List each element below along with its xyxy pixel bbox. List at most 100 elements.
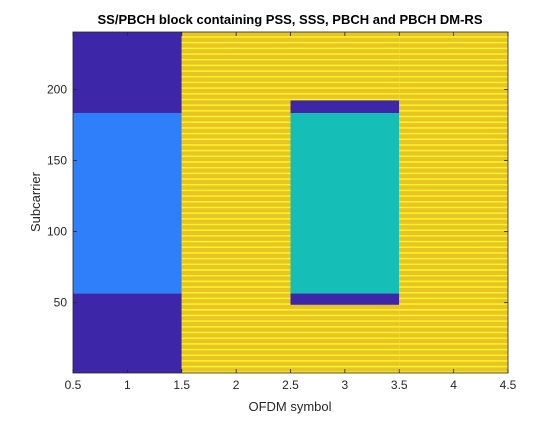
dmrs-line bbox=[399, 70, 508, 72]
dmrs-line bbox=[399, 104, 508, 106]
dmrs-line bbox=[399, 343, 508, 345]
dmrs-line bbox=[399, 292, 508, 294]
dmrs-line bbox=[399, 195, 508, 197]
dmrs-line bbox=[181, 104, 291, 106]
dmrs-line bbox=[399, 132, 508, 135]
dmrs-line bbox=[181, 229, 291, 231]
dmrs-line bbox=[290, 98, 400, 101]
dmrs-line bbox=[290, 36, 400, 38]
dmrs-line bbox=[181, 348, 291, 351]
dmrs-line bbox=[399, 93, 508, 95]
dmrs-line bbox=[181, 47, 291, 50]
dmrs-line bbox=[399, 263, 508, 266]
x-tick-label: 2.5 bbox=[282, 378, 299, 392]
chart-title: SS/PBCH block containing PSS, SSS, PBCH … bbox=[98, 12, 483, 27]
dmrs-line bbox=[290, 41, 400, 44]
dmrs-line bbox=[181, 240, 291, 243]
dmrs-line bbox=[181, 144, 291, 146]
dmrs-line bbox=[290, 93, 400, 95]
dmrs-line bbox=[290, 343, 400, 345]
dmrs-line bbox=[181, 269, 291, 271]
dmrs-line bbox=[181, 195, 291, 197]
dmrs-line bbox=[399, 178, 508, 180]
dmrs-line bbox=[181, 223, 291, 226]
dmrs-line bbox=[399, 161, 508, 163]
dmrs-line bbox=[181, 274, 291, 277]
dmrs-line bbox=[399, 337, 508, 339]
dmrs-line bbox=[399, 269, 508, 271]
dmrs-line bbox=[181, 201, 291, 203]
dmrs-line bbox=[399, 87, 508, 89]
dmrs-line bbox=[399, 121, 508, 123]
dmrs-line bbox=[399, 47, 508, 50]
dmrs-line bbox=[181, 98, 291, 101]
dmrs-line bbox=[290, 47, 400, 50]
dmrs-line bbox=[399, 257, 508, 260]
dmrs-line bbox=[399, 206, 508, 209]
dmrs-line bbox=[290, 81, 400, 84]
dmrs-line bbox=[399, 212, 508, 214]
dmrs-line bbox=[181, 326, 291, 328]
dmrs-line bbox=[181, 161, 291, 163]
dmrs-line bbox=[399, 365, 508, 368]
dmrs-line bbox=[181, 292, 291, 294]
dmrs-line bbox=[399, 64, 508, 67]
dmrs-line bbox=[181, 121, 291, 123]
region-pss-1 bbox=[73, 112, 182, 294]
dmrs-line bbox=[399, 189, 508, 192]
dmrs-line bbox=[181, 93, 291, 95]
dmrs-line bbox=[181, 41, 291, 44]
plot-area bbox=[73, 32, 508, 373]
dmrs-line bbox=[181, 53, 291, 55]
dmrs-line bbox=[181, 252, 291, 254]
dmrs-line bbox=[181, 127, 291, 129]
x-tick-label: 4 bbox=[450, 378, 457, 392]
dmrs-line bbox=[181, 132, 291, 135]
dmrs-line bbox=[181, 206, 291, 209]
dmrs-line bbox=[399, 58, 508, 61]
dmrs-line bbox=[290, 53, 400, 55]
dmrs-line bbox=[399, 360, 508, 362]
dmrs-line bbox=[181, 76, 291, 78]
dmrs-line bbox=[399, 138, 508, 140]
x-axis: 0.5 1 1.5 2 2.5 3 3.5 4 4.5 bbox=[65, 32, 517, 392]
region-sss-6 bbox=[290, 112, 400, 294]
x-tick-label: 2 bbox=[233, 378, 240, 392]
dmrs-line bbox=[181, 257, 291, 260]
dmrs-line bbox=[399, 201, 508, 203]
region-empty-5 bbox=[290, 293, 400, 305]
dmrs-line bbox=[399, 235, 508, 237]
dmrs-line bbox=[181, 58, 291, 61]
dmrs-line bbox=[290, 348, 400, 351]
dmrs-line bbox=[181, 365, 291, 368]
dmrs-line bbox=[290, 87, 400, 89]
dmrs-line bbox=[181, 314, 291, 317]
dmrs-line bbox=[290, 360, 400, 362]
dmrs-line bbox=[181, 149, 291, 152]
dmrs-line bbox=[399, 326, 508, 328]
dmrs-line bbox=[181, 115, 291, 118]
dmrs-line bbox=[399, 172, 508, 175]
dmrs-line bbox=[399, 166, 508, 169]
dmrs-line bbox=[399, 115, 508, 118]
dmrs-line bbox=[399, 331, 508, 334]
y-tick-label: 200 bbox=[47, 83, 67, 97]
region-empty-0 bbox=[73, 293, 182, 373]
y-axis: 50 100 150 200 bbox=[47, 83, 508, 310]
dmrs-line bbox=[290, 76, 400, 78]
dmrs-line bbox=[290, 64, 400, 67]
dmrs-line bbox=[399, 184, 508, 186]
y-tick-label: 50 bbox=[54, 296, 68, 310]
dmrs-line bbox=[399, 149, 508, 152]
dmrs-line bbox=[181, 178, 291, 180]
x-tick-label: 1 bbox=[124, 378, 131, 392]
dmrs-line bbox=[399, 223, 508, 226]
x-tick-label: 0.5 bbox=[65, 378, 82, 392]
dmrs-line bbox=[181, 70, 291, 72]
dmrs-line bbox=[399, 229, 508, 231]
dmrs-line bbox=[181, 280, 291, 283]
dmrs-line bbox=[181, 110, 291, 112]
dmrs-line bbox=[290, 365, 400, 368]
